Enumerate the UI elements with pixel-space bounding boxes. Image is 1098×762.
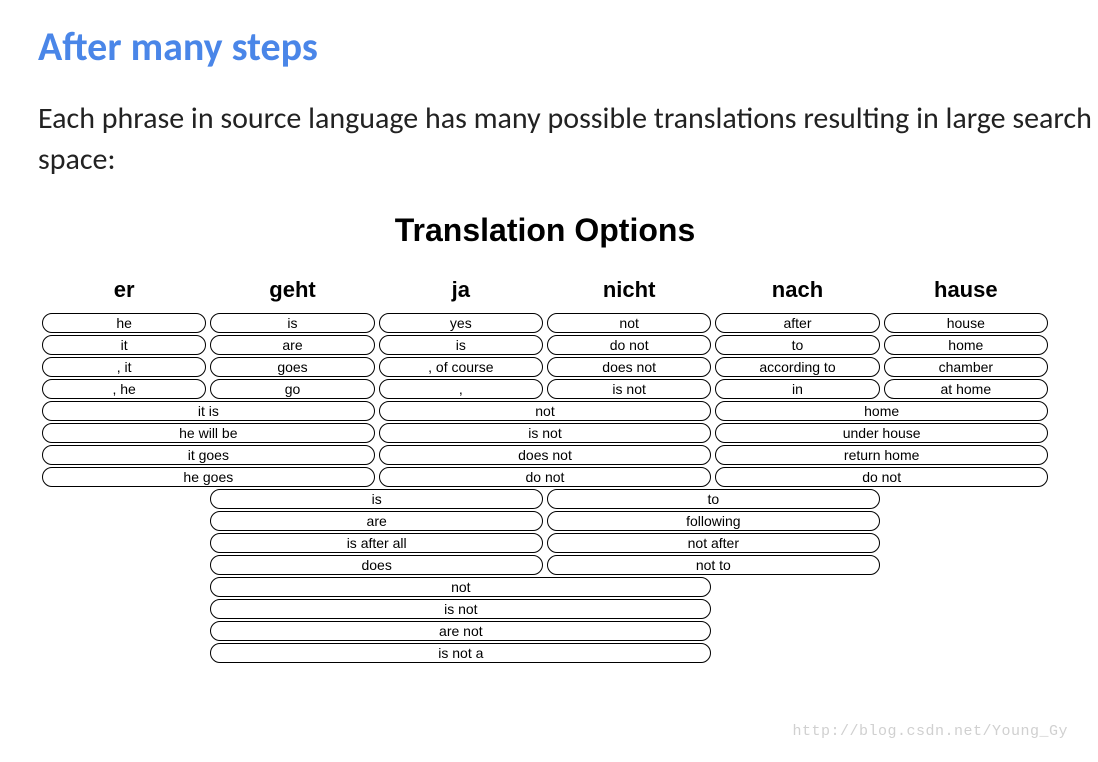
lattice-cell — [40, 643, 208, 665]
lattice-row: doesnot to — [40, 555, 1050, 577]
translation-option: not — [547, 313, 711, 333]
translation-option: , — [379, 379, 543, 399]
translation-option: he goes — [42, 467, 375, 487]
translation-option: are not — [210, 621, 711, 641]
translation-option: is — [379, 335, 543, 355]
translation-option: not to — [547, 555, 880, 575]
lattice-cell — [713, 621, 881, 643]
source-word: er — [40, 277, 208, 303]
source-word: ja — [377, 277, 545, 303]
lattice-row: it goesdoes notreturn home — [40, 445, 1050, 467]
lattice-cell — [713, 577, 881, 599]
lattice-row: , itgoes, of coursedoes notaccording toc… — [40, 357, 1050, 379]
translation-option: yes — [379, 313, 543, 333]
translation-option: goes — [210, 357, 374, 377]
translation-option: it is — [42, 401, 375, 421]
translation-option: , he — [42, 379, 206, 399]
lattice-cell — [882, 533, 1050, 555]
lattice-row: are not — [40, 621, 1050, 643]
translation-option: it — [42, 335, 206, 355]
phrase-lattice-grid: ergehtjanichtnachhause heisyesnotafterho… — [40, 277, 1050, 665]
lattice-cell — [882, 599, 1050, 621]
translation-option: not after — [547, 533, 880, 553]
lattice-cell — [882, 577, 1050, 599]
lattice-row: is not a — [40, 643, 1050, 665]
translation-option: does not — [379, 445, 712, 465]
translation-option: do not — [715, 467, 1048, 487]
source-word: nach — [713, 277, 881, 303]
translation-option: is not — [547, 379, 711, 399]
source-word: hause — [882, 277, 1050, 303]
translation-option: does — [210, 555, 543, 575]
translation-option: home — [884, 335, 1048, 355]
translation-option: chamber — [884, 357, 1048, 377]
lattice-cell — [40, 621, 208, 643]
watermark: http://blog.csdn.net/Young_Gy — [792, 723, 1068, 740]
translation-option: is after all — [210, 533, 543, 553]
diagram-title: Translation Options — [40, 212, 1050, 249]
translation-option: following — [547, 511, 880, 531]
lattice-row: is not — [40, 599, 1050, 621]
lattice-cell — [40, 511, 208, 533]
translation-option: is not a — [210, 643, 711, 663]
source-word: geht — [208, 277, 376, 303]
translation-options-diagram: Translation Options ergehtjanichtnachhau… — [40, 212, 1050, 665]
translation-option: at home — [884, 379, 1048, 399]
lattice-cell — [40, 599, 208, 621]
translation-option: under house — [715, 423, 1048, 443]
lattice-row: he goesdo notdo not — [40, 467, 1050, 489]
lattice-cell — [40, 577, 208, 599]
translation-option: is — [210, 313, 374, 333]
translation-option: to — [715, 335, 879, 355]
translation-option: do not — [379, 467, 712, 487]
translation-option: it goes — [42, 445, 375, 465]
source-word: nicht — [545, 277, 713, 303]
lattice-row: it isnothome — [40, 401, 1050, 423]
translation-option: house — [884, 313, 1048, 333]
translation-option: not — [379, 401, 712, 421]
lattice-cell — [882, 511, 1050, 533]
slide-description: Each phrase in source language has many … — [0, 71, 1098, 180]
translation-option: to — [547, 489, 880, 509]
lattice-cell — [882, 621, 1050, 643]
lattice-cell — [40, 533, 208, 555]
lattice-row: heisyesnotafterhouse — [40, 313, 1050, 335]
translation-rows: heisyesnotafterhouseitareisdo nottohome,… — [40, 313, 1050, 665]
translation-option: is — [210, 489, 543, 509]
lattice-row: is after allnot after — [40, 533, 1050, 555]
translation-option: in — [715, 379, 879, 399]
lattice-row: arefollowing — [40, 511, 1050, 533]
slide-title: After many steps — [0, 0, 1098, 71]
translation-option: is not — [379, 423, 712, 443]
translation-option: go — [210, 379, 374, 399]
lattice-row: he will beis notunder house — [40, 423, 1050, 445]
lattice-row: not — [40, 577, 1050, 599]
source-words-row: ergehtjanichtnachhause — [40, 277, 1050, 303]
translation-option: after — [715, 313, 879, 333]
lattice-row: , hego,is notinat home — [40, 379, 1050, 401]
translation-option: is not — [210, 599, 711, 619]
translation-option: he will be — [42, 423, 375, 443]
translation-option: he — [42, 313, 206, 333]
lattice-cell — [40, 489, 208, 511]
lattice-cell — [882, 643, 1050, 665]
lattice-row: itareisdo nottohome — [40, 335, 1050, 357]
translation-option: are — [210, 511, 543, 531]
lattice-cell — [713, 599, 881, 621]
translation-option: not — [210, 577, 711, 597]
translation-option: , it — [42, 357, 206, 377]
lattice-cell — [713, 643, 881, 665]
translation-option: according to — [715, 357, 879, 377]
translation-option: , of course — [379, 357, 543, 377]
translation-option: return home — [715, 445, 1048, 465]
translation-option: does not — [547, 357, 711, 377]
translation-option: do not — [547, 335, 711, 355]
lattice-row: isto — [40, 489, 1050, 511]
lattice-cell — [882, 555, 1050, 577]
lattice-cell — [40, 555, 208, 577]
translation-option: home — [715, 401, 1048, 421]
lattice-cell — [882, 489, 1050, 511]
translation-option: are — [210, 335, 374, 355]
